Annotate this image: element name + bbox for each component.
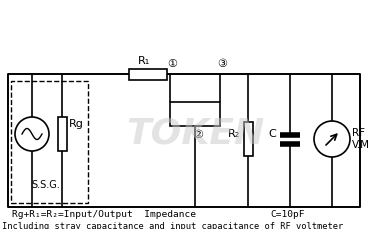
Text: Rg: Rg	[69, 119, 84, 129]
Text: RF: RF	[352, 128, 365, 138]
Text: TOKEN: TOKEN	[126, 117, 264, 151]
Bar	[170, 102, 220, 126]
Text: ①: ①	[167, 59, 177, 69]
Bar	[58, 117, 66, 151]
Text: S.S.G.: S.S.G.	[31, 180, 60, 190]
Text: R₁: R₁	[138, 55, 150, 65]
Text: R₂: R₂	[228, 129, 240, 139]
Bar	[8, 74, 360, 207]
Text: V.M: V.M	[352, 140, 370, 150]
Bar	[11, 81, 88, 203]
Text: Rg+R₁=R₂=Input/Output  Impedance: Rg+R₁=R₂=Input/Output Impedance	[12, 210, 196, 219]
Bar	[243, 122, 252, 156]
Text: C: C	[268, 129, 276, 139]
Text: C=10pF: C=10pF	[270, 210, 304, 219]
Text: ②: ②	[193, 130, 203, 140]
Bar	[129, 68, 167, 79]
Text: ③: ③	[217, 59, 227, 69]
Text: Including stray capacitance and input capacitance of RF voltmeter: Including stray capacitance and input ca…	[2, 222, 343, 229]
